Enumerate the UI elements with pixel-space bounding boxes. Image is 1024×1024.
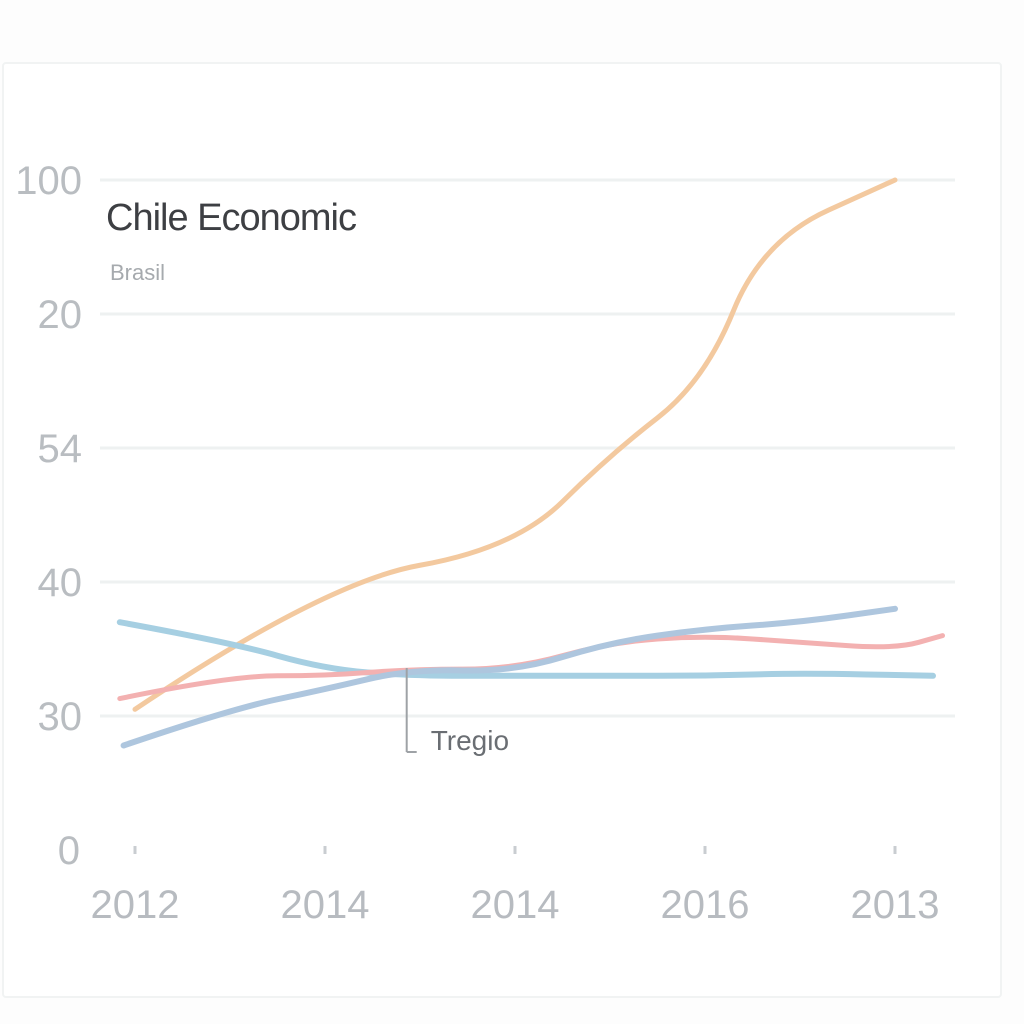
y-axis-ticks: 0 30 40 54 20 100 <box>15 159 82 873</box>
annotation: Tregio <box>405 668 509 756</box>
x-tick-label: 2013 <box>851 883 940 927</box>
y-tick-label: 54 <box>38 427 83 471</box>
y-tick-label: 30 <box>38 695 83 739</box>
x-tick-label: 2012 <box>91 883 180 927</box>
y-tick-label: 40 <box>38 561 83 605</box>
series-lines <box>116 177 945 749</box>
chart-subtitle: Brasil <box>110 260 165 285</box>
x-axis-ticks: 2012 2014 2014 2016 2013 <box>91 846 940 927</box>
gridlines <box>100 178 955 718</box>
annotation-label: Tregio <box>431 725 509 756</box>
x-tick-label: 2016 <box>661 883 750 927</box>
x-tick-label: 2014 <box>471 883 560 927</box>
series-line-1 <box>132 177 898 712</box>
x-tick-label: 2014 <box>281 883 370 927</box>
series-line-4 <box>120 605 898 749</box>
y-tick-label: 20 <box>38 293 83 337</box>
y-tick-label: 100 <box>15 159 82 203</box>
y-tick-label: 0 <box>58 829 80 873</box>
series-line-2 <box>116 619 936 679</box>
chart-title: Chile Economic <box>106 197 356 239</box>
chart-card <box>2 62 1002 998</box>
